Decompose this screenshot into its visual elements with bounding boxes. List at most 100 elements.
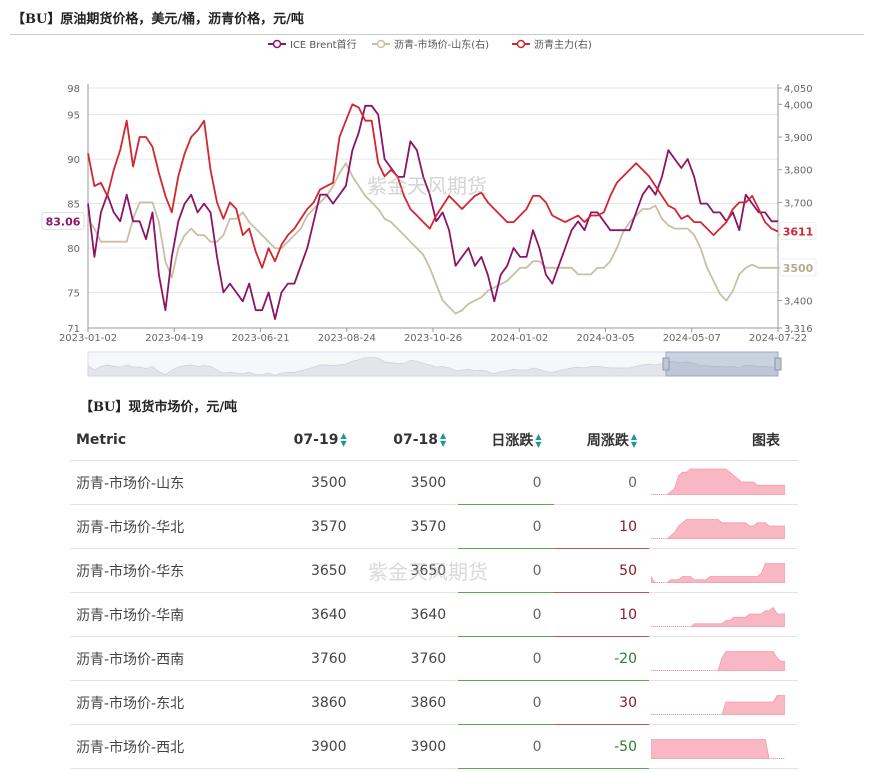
row-sparkline (649, 592, 798, 637)
shandong-end-label-box (779, 258, 817, 277)
y-right-tick-label: 3,700 (784, 198, 813, 209)
table-row[interactable]: 沥青-市场价-西南 3760 3760 0 -20 (70, 636, 798, 681)
table-row[interactable]: 沥青-市场价-东北 3860 3860 0 30 (70, 680, 798, 725)
sparkline-area (651, 606, 786, 627)
zoom-handle-right (774, 357, 782, 371)
y-right-tick-label: 4,000 (784, 100, 813, 111)
sort-icon: ▲ ▼ (535, 432, 542, 449)
sparkline-area (651, 694, 786, 715)
y-left-tick-label: 90 (67, 155, 80, 166)
legend-label: 沥青-市场价-山东(右) (394, 38, 489, 51)
y-left-tick-label: 75 (67, 288, 80, 299)
table-row[interactable]: 沥青-市场价-华北 3570 3570 0 10 (70, 504, 798, 549)
row-value-0719: 3760 (259, 636, 359, 681)
y-left-tick-label: 98 (67, 84, 80, 95)
row-sparkline (649, 460, 798, 505)
table-watermark: 紫金天风期货 (368, 560, 488, 584)
row-day-change: 0 (458, 636, 554, 681)
y-right-tick-label: 3,316 (784, 324, 813, 335)
row-value-0718: 3650 (358, 548, 459, 593)
row-day-change: 0 (458, 460, 554, 505)
main-end-label: 3611 (783, 226, 814, 239)
chart-watermark: 紫金天风期货 (367, 174, 487, 198)
zoom-slider-window (665, 351, 779, 377)
row-sparkline (649, 680, 798, 725)
col-day-change[interactable]: 日涨跌 ▲ ▼ (458, 420, 554, 461)
x-tick-label: 2023-08-24 (318, 333, 376, 344)
row-value-0719: 3900 (259, 724, 359, 769)
row-sparkline (649, 724, 798, 769)
row-sparkline (649, 504, 798, 549)
row-week-change: -20 (553, 636, 649, 681)
sort-icon: ▲ ▼ (340, 431, 347, 448)
row-metric: 沥青-市场价-华南 (70, 592, 259, 637)
x-tick-label: 2024-07-22 (749, 333, 807, 344)
x-tick-label: 2023-06-21 (231, 333, 289, 344)
table-row[interactable]: 沥青-市场价-华南 3640 3640 0 10 (70, 592, 798, 637)
row-metric: 沥青-市场价-华东 (70, 548, 259, 593)
x-tick-label: 2024-03-05 (576, 333, 634, 344)
row-value-0718: 3860 (358, 680, 459, 725)
legend-marker (376, 39, 386, 49)
col-chart: 图表 (649, 420, 798, 461)
row-day-change: 0 (458, 724, 554, 769)
y-left-tick-label: 85 (67, 200, 80, 211)
spot-price-table: Metric 07-19 ▲ ▼ 07-18 ▲ ▼ 日涨跌 ▲ ▼ 周涨跌 ▲ ▼ 图表 沥青… (70, 420, 798, 769)
row-value-0718: 3570 (358, 504, 459, 549)
main-end-label-box (779, 222, 817, 241)
table-row[interactable]: 沥青-市场价-西北 3900 3900 0 -50 (70, 724, 798, 769)
col-0718[interactable]: 07-18 ▲ ▼ (358, 420, 459, 461)
col-0719[interactable]: 07-19 ▲ ▼ (259, 420, 359, 461)
sparkline-area (650, 738, 785, 759)
row-value-0719: 3500 (259, 460, 359, 505)
row-value-0718: 3760 (358, 636, 459, 681)
row-metric: 沥青-市场价-山东 (70, 460, 259, 505)
y-right-tick-label: 3,800 (784, 166, 813, 177)
price-chart: ICE Brent首行 沥青-市场价-山东(右) 沥青主力(右) 71 75 80 85 90… (41, 38, 817, 377)
x-tick-label: 2024-01-02 (490, 333, 548, 344)
x-tick-label: 2024-05-07 (663, 333, 721, 344)
row-metric: 沥青-市场价-东北 (70, 680, 259, 725)
legend-label: ICE Brent首行 (290, 38, 357, 51)
sparkline-area (651, 468, 786, 495)
brent-end-label: 83.06 (46, 215, 81, 228)
table-row[interactable]: 沥青-市场价-山东 3500 3500 0 0 (70, 460, 798, 505)
x-tick-label: 2023-01-02 (59, 333, 117, 344)
row-value-0719: 3640 (259, 592, 359, 637)
x-tick-label: 2023-04-19 (145, 333, 203, 344)
brent-end-label-box (41, 211, 85, 230)
row-value-0718: 3500 (358, 460, 459, 505)
row-week-change: 30 (553, 680, 649, 725)
row-week-change: -50 (553, 724, 649, 769)
col-metric: Metric (70, 420, 259, 461)
row-value-0719: 3860 (259, 680, 359, 725)
row-day-change: 0 (458, 504, 554, 549)
y-right-tick-label: 3,900 (784, 133, 813, 144)
y-left-tick-label: 71 (67, 324, 80, 335)
shandong-end-label: 3500 (783, 262, 814, 275)
title-divider (10, 34, 864, 35)
series-line-brent (87, 104, 778, 320)
row-value-0719: 3570 (259, 504, 359, 549)
row-week-change: 10 (553, 592, 649, 637)
row-day-change: 0 (458, 680, 554, 725)
legend-label: 沥青主力(右) (534, 38, 592, 51)
row-week-change: 0 (553, 460, 649, 505)
sparkline-area (651, 518, 786, 539)
col-week-change[interactable]: 周涨跌 ▲ ▼ (553, 420, 649, 461)
legend-marker (272, 39, 282, 49)
row-sparkline (649, 548, 798, 593)
sparkline-area (650, 562, 786, 583)
x-tick-label: 2023-10-26 (404, 333, 462, 344)
series-line-main (87, 103, 779, 269)
row-value-0719: 3650 (259, 548, 359, 593)
sort-icon: ▲ ▼ (440, 431, 447, 448)
sort-icon: ▲ ▼ (630, 432, 637, 449)
sparkline-area (651, 650, 786, 671)
table-row[interactable]: 沥青-市场价-华东 3650 3650 0 50 (70, 548, 798, 593)
row-week-change: 50 (553, 548, 649, 593)
table-section-title: 【BU】现货市场价，元/吨 (80, 400, 238, 415)
y-right-tick-label: 3,400 (784, 297, 813, 308)
table-header-row: Metric 07-19 ▲ ▼ 07-18 ▲ ▼ 日涨跌 ▲ ▼ 周涨跌 ▲ ▼ 图表 (70, 420, 798, 461)
legend-marker (516, 39, 526, 49)
